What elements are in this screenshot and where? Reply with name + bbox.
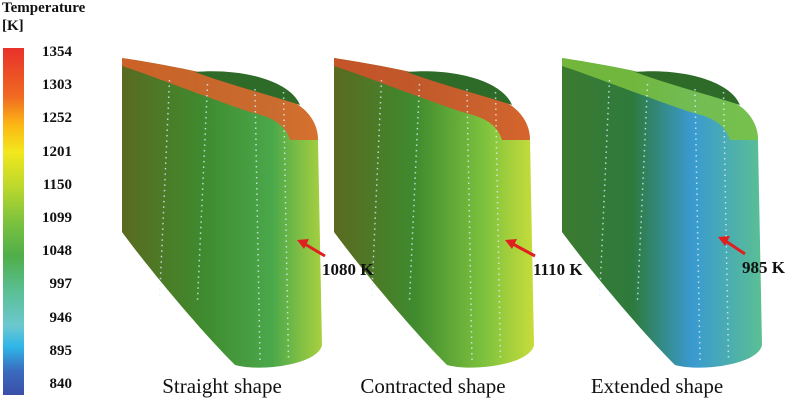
- cooling-hole-row: [466, 88, 473, 361]
- colorbar-tick-label: 840: [49, 376, 73, 392]
- colorbar-tick-label: 895: [49, 342, 73, 359]
- blade-tip: [334, 58, 530, 140]
- colorbar-tick-label: 946: [49, 309, 73, 326]
- arrow-head-icon: [505, 239, 517, 249]
- colorbar-tick-label: 997: [49, 276, 73, 293]
- legend-unit: [K]: [2, 18, 24, 34]
- arrow-head-icon: [718, 236, 730, 246]
- cooling-hole-row: [254, 88, 261, 361]
- cooling-hole-row: [370, 79, 383, 301]
- panel-caption: Straight shape: [162, 374, 282, 398]
- colorbar-tick-label: 1303: [42, 77, 72, 94]
- cooling-hole-row: [694, 88, 701, 361]
- blade-body: [334, 58, 534, 368]
- colorbar-tick-label: 1252: [42, 110, 72, 127]
- blade-cavity: [635, 71, 740, 105]
- colorbar-tick-label: 1201: [42, 143, 72, 160]
- arrow-shaft: [510, 241, 536, 258]
- blade-body: [122, 58, 322, 368]
- arrow-shaft: [723, 238, 746, 256]
- max-temperature-label: 1080 K: [322, 260, 374, 279]
- max-temperature-label: 985 K: [742, 258, 785, 277]
- colorbar-tick-label: 1150: [42, 176, 72, 193]
- cooling-hole-row: [598, 79, 611, 301]
- colorbar-tick-label: 1048: [42, 243, 72, 260]
- cooling-hole-row: [494, 91, 502, 361]
- cooling-hole-row: [722, 91, 730, 361]
- arrow-shaft: [302, 241, 326, 258]
- blade-cavity: [195, 71, 300, 105]
- blade-tip: [562, 58, 758, 140]
- colorbar: [3, 48, 24, 395]
- blade-cavity: [407, 71, 512, 105]
- cooling-hole-row: [282, 91, 290, 361]
- panel-caption: Extended shape: [590, 374, 724, 398]
- max-temperature-label: 1110 K: [533, 260, 583, 279]
- legend-title: Temperature: [2, 0, 86, 16]
- arrow-head-icon: [297, 239, 309, 249]
- blade-tip: [122, 58, 318, 140]
- blade-body: [562, 58, 762, 368]
- panel-caption: Contracted shape: [360, 374, 506, 398]
- colorbar-tick-label: 1354: [42, 44, 72, 60]
- cooling-hole-row: [158, 79, 171, 301]
- colorbar-tick-label: 1099: [42, 210, 72, 226]
